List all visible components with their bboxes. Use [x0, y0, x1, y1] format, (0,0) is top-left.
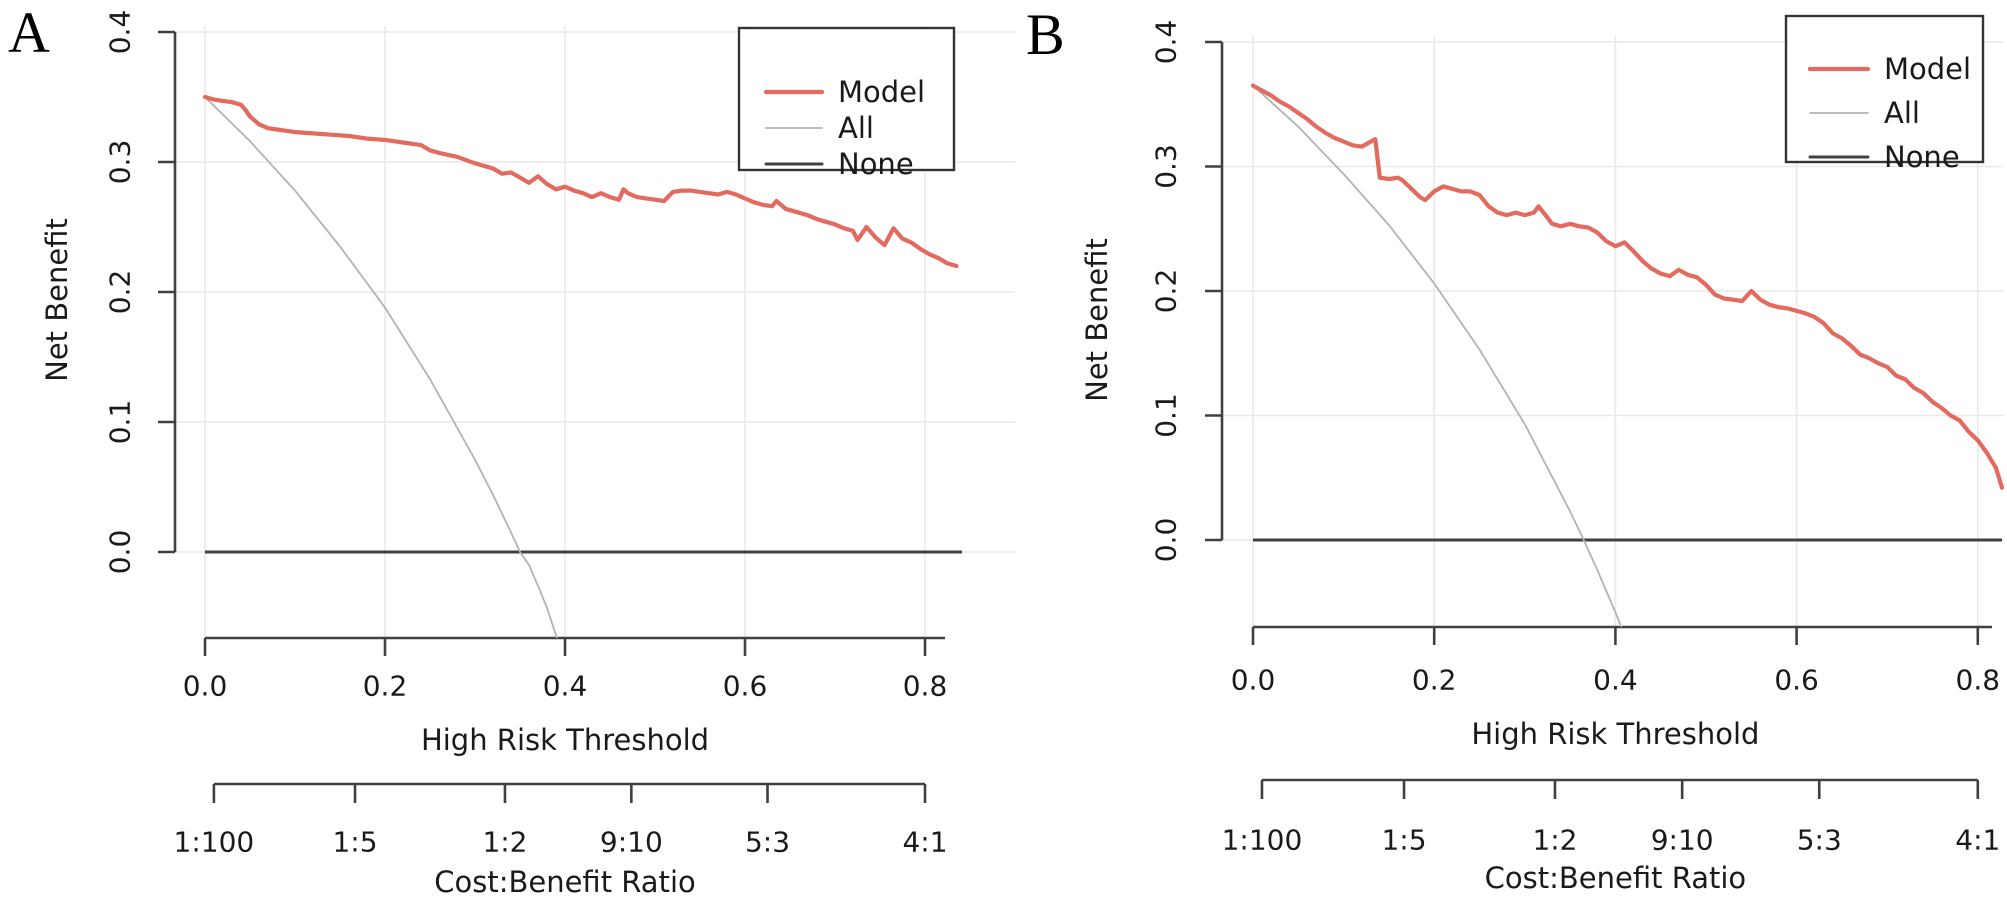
legend-label-none: None — [838, 147, 914, 181]
cost-benefit-tick-label-1:100: 1:100 — [174, 826, 255, 859]
x-tick-label-0.6: 0.6 — [723, 670, 768, 703]
legend-label-none: None — [1884, 140, 1960, 174]
x-tick-label-0.8: 0.8 — [903, 670, 948, 703]
cost-benefit-tick-label-1:5: 1:5 — [1381, 824, 1426, 857]
y-axis-title: Net Benefit — [1080, 238, 1114, 402]
y-tick-label-0.1: 0.1 — [104, 400, 137, 445]
y-tick-label-0.4: 0.4 — [1150, 20, 1183, 65]
x-axis-title: High Risk Threshold — [1471, 717, 1759, 751]
legend-box — [1784, 14, 1985, 164]
x-axis-title: High Risk Threshold — [421, 723, 709, 757]
cost-benefit-tick-label-1:100: 1:100 — [1222, 824, 1303, 857]
model-line — [202, 94, 959, 269]
y-tick-label-0.0: 0.0 — [1150, 518, 1183, 563]
x-tick-label-0.0: 0.0 — [1231, 664, 1276, 697]
panel-label-b: B — [1026, 2, 1065, 67]
cost-benefit-axis-title: Cost:Benefit Ratio — [434, 865, 696, 899]
x-tick-label-0.2: 0.2 — [363, 670, 408, 703]
y-tick-label-0.2: 0.2 — [1150, 269, 1183, 314]
cost-benefit-tick-label-1:2: 1:2 — [482, 826, 527, 859]
cost-benefit-axis-title: Cost:Benefit Ratio — [1485, 861, 1747, 895]
legend-label-model: Model — [1884, 52, 1971, 86]
cost-benefit-tick-label-5:3: 5:3 — [745, 826, 790, 859]
x-tick-label-0.4: 0.4 — [543, 670, 588, 703]
legend-label-model: Model — [838, 75, 925, 109]
legend-label-all: All — [1884, 96, 1920, 130]
y-tick-label-0.2: 0.2 — [104, 270, 137, 315]
x-tick-label-0.4: 0.4 — [1593, 664, 1638, 697]
y-axis-title: Net Benefit — [40, 218, 74, 382]
x-tick-label-0.0: 0.0 — [183, 670, 228, 703]
y-tick-label-0.0: 0.0 — [104, 530, 137, 575]
panel-a: 0.0 0.1 0.2 0.3 0.4 0.0 0.2 0.4 0.6 0.8 High Risk … — [40, 10, 1015, 899]
cost-benefit-tick-label-5:3: 5:3 — [1797, 824, 1842, 857]
legend-box — [737, 26, 956, 172]
panel-b: 0.0 0.1 0.2 0.3 0.4 0.0 0.2 0.4 0.6 0.8 High Risk … — [1080, 14, 2004, 895]
model-line — [1250, 83, 2004, 490]
cost-benefit-tick-label-9:10: 9:10 — [1651, 824, 1714, 857]
all-line — [204, 96, 558, 638]
panel-label-a: A — [8, 0, 50, 65]
cost-benefit-tick-label-1:5: 1:5 — [332, 826, 377, 859]
y-tick-label-0.3: 0.3 — [1150, 144, 1183, 189]
y-tick-label-0.1: 0.1 — [1150, 393, 1183, 438]
y-tick-label-0.4: 0.4 — [104, 10, 137, 55]
x-tick-label-0.2: 0.2 — [1412, 664, 1457, 697]
cost-benefit-tick-label-1:2: 1:2 — [1532, 824, 1577, 857]
legend-label-all: All — [838, 111, 874, 145]
cost-benefit-tick-label-4:1: 4:1 — [902, 826, 947, 859]
y-tick-label-0.3: 0.3 — [104, 140, 137, 185]
cost-benefit-tick-label-4:1: 4:1 — [1955, 824, 2000, 857]
x-tick-label-0.6: 0.6 — [1774, 664, 1819, 697]
cost-benefit-tick-label-9:10: 9:10 — [600, 826, 663, 859]
x-tick-label-0.8: 0.8 — [1956, 664, 2001, 697]
all-line — [1252, 84, 1623, 627]
